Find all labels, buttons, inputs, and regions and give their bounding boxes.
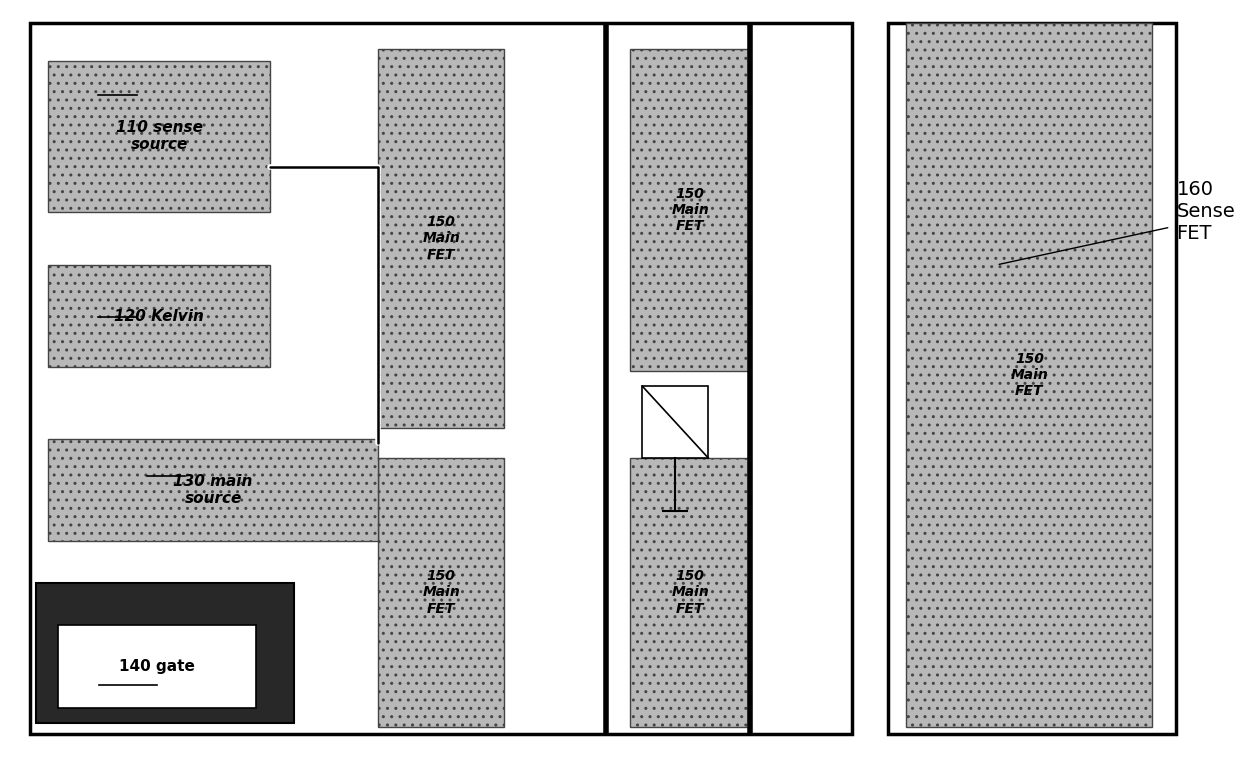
Text: 150
Main
FET: 150 Main FET (1011, 351, 1048, 398)
Text: 150
Main
FET: 150 Main FET (671, 187, 709, 233)
Text: 150
Main
FET: 150 Main FET (423, 215, 460, 262)
Bar (48, 61, 270, 212)
Bar (378, 49, 505, 428)
Text: 120 Kelvin: 120 Kelvin (114, 309, 205, 323)
Bar (906, 23, 1152, 727)
Bar (888, 23, 1177, 734)
Bar (48, 439, 378, 541)
Text: 150
Main
FET: 150 Main FET (423, 569, 460, 615)
Bar (378, 458, 505, 727)
Text: 160
Sense
FET: 160 Sense FET (1177, 180, 1235, 244)
Text: 140 gate: 140 gate (119, 659, 195, 674)
Bar (30, 23, 852, 734)
Text: 110 sense
source: 110 sense source (115, 120, 202, 152)
Text: 130 main
source: 130 main source (174, 474, 253, 506)
Bar (630, 458, 750, 727)
Bar (630, 49, 750, 371)
Text: 150
Main
FET: 150 Main FET (671, 569, 709, 615)
Bar (642, 386, 708, 458)
Bar (48, 265, 270, 367)
Bar (36, 583, 294, 723)
Bar (57, 625, 255, 708)
